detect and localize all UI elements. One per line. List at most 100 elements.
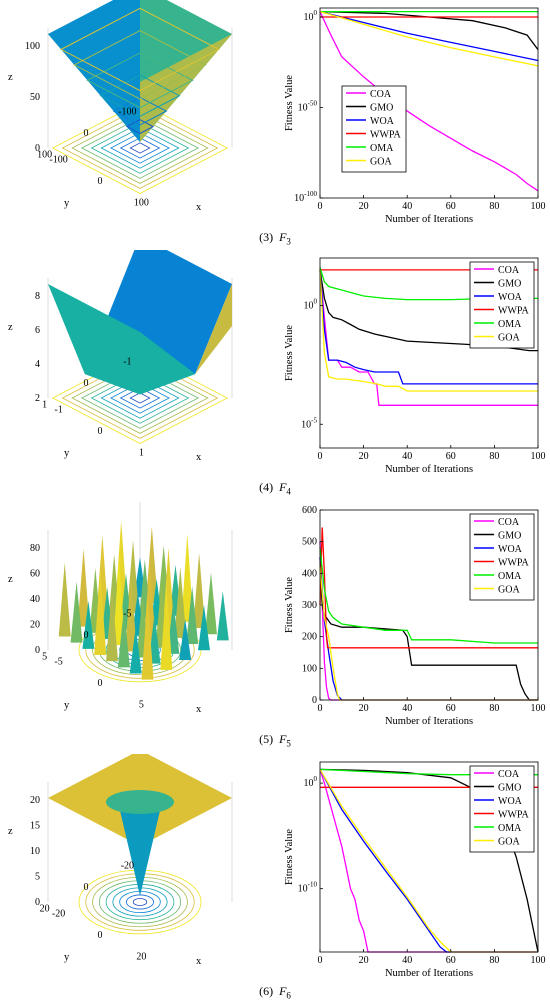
y-tick-label: -1 xyxy=(123,356,131,367)
y-tick-label: 0 xyxy=(84,378,89,389)
x-tick-label: 100 xyxy=(134,198,149,209)
legend-label: WWPA xyxy=(498,306,530,317)
z-tick-label: 100 xyxy=(25,41,40,52)
x-axis-label: x xyxy=(196,704,202,715)
panel-caption: (6) F6 xyxy=(259,984,291,1001)
x-tick-label: 80 xyxy=(489,201,499,212)
y-tick-label: 100 xyxy=(304,9,318,23)
contour-ring xyxy=(51,102,229,194)
surface-level xyxy=(99,74,181,117)
x-tick-label: 0 xyxy=(98,930,103,941)
contour-ring xyxy=(61,107,219,189)
x-tick-label: 80 xyxy=(489,955,499,966)
z-tick-label: 5 xyxy=(35,872,40,883)
y-tick-label: 400 xyxy=(302,568,317,579)
legend-label: GMO xyxy=(498,279,521,290)
surface-peak xyxy=(181,533,194,622)
surface-level xyxy=(86,52,194,109)
surface-peak xyxy=(167,599,180,654)
surface-face xyxy=(140,34,232,142)
contour-ring xyxy=(61,357,219,439)
panel-caption: (4) F4 xyxy=(259,480,291,497)
surface-peak xyxy=(141,596,154,680)
series-line-goa xyxy=(319,10,539,67)
x-tick-label: 1 xyxy=(139,448,144,459)
z-tick-label: 4 xyxy=(35,359,40,370)
x-tick-label: 40 xyxy=(402,703,412,714)
contour-ring xyxy=(51,352,229,444)
surface-mesh xyxy=(48,754,232,896)
z-tick-label: 10 xyxy=(30,846,40,857)
surface-peak xyxy=(179,619,192,661)
legend: COA GMO WOA WWPA OMA GOA xyxy=(469,261,535,349)
surface-face xyxy=(195,284,232,374)
x-tick-label: 20 xyxy=(359,201,369,212)
series-line-woa xyxy=(319,769,538,953)
z-axis-label: z xyxy=(8,322,13,333)
z-axis-label: z xyxy=(8,574,13,585)
surface-mesh xyxy=(48,250,232,395)
contour-ring xyxy=(71,112,209,184)
surface-peak xyxy=(174,566,187,638)
z-tick-label: 20 xyxy=(30,795,40,806)
y-tick-label: 10-50 xyxy=(298,100,318,114)
contour-ring xyxy=(126,894,154,910)
y-axis-label: Fitness Value xyxy=(284,577,295,633)
y-tick-label: 100 xyxy=(304,775,318,789)
z-tick-label: 0 xyxy=(35,897,40,908)
convergence-chart: 0 20 40 60 80 100 0 100 200 300 400 500 600 Number of… xyxy=(284,505,546,727)
axes-frame xyxy=(319,7,539,199)
series-line-goa xyxy=(319,269,538,392)
contour-ring xyxy=(100,127,180,169)
contour-ring xyxy=(119,387,161,409)
contour-ring xyxy=(100,377,180,419)
x-tick-label: 0 xyxy=(318,955,323,966)
y-tick-label: 5 xyxy=(42,652,47,663)
x-tick-label: 100 xyxy=(531,955,546,966)
x-axis-label: Number of Iterations xyxy=(385,214,473,225)
x-tick-label: 100 xyxy=(531,703,546,714)
legend-label: OMA xyxy=(370,143,394,154)
y-tick-label: -100 xyxy=(118,106,136,117)
y-axis-label: y xyxy=(64,448,70,459)
surface-mesh xyxy=(58,521,229,680)
panel-caption: (3) F3 xyxy=(259,230,291,247)
y-axis-label: y xyxy=(64,700,70,711)
y-tick-label: 100 xyxy=(37,150,52,161)
legend-label: GOA xyxy=(498,837,520,848)
axes-frame xyxy=(319,761,539,953)
panel-f3: 0 50 100 z 100 0 -100 y -100 0 100 x 0 20 40 60 80 100 10… xyxy=(0,0,550,250)
panel-caption: (5) F5 xyxy=(259,732,291,749)
y-tick-label: 20 xyxy=(40,904,50,915)
surface-face xyxy=(48,284,196,395)
x-tick-label: 20 xyxy=(136,952,146,963)
z-tick-label: 60 xyxy=(30,569,40,580)
x-tick-label: 60 xyxy=(446,955,456,966)
legend-box xyxy=(469,765,535,853)
y-axis-label: Fitness Value xyxy=(284,75,295,131)
surface-peak xyxy=(216,591,229,641)
x-tick-label: -5 xyxy=(54,656,62,667)
x-tick-label: -100 xyxy=(49,154,67,165)
contour-ring xyxy=(119,137,161,159)
legend-label: GOA xyxy=(498,585,520,596)
floor-contours xyxy=(51,352,229,444)
z-tick-label: 40 xyxy=(30,594,40,605)
series-line-coa xyxy=(319,769,538,953)
x-tick-label: 20 xyxy=(359,955,369,966)
legend-label: COA xyxy=(498,769,520,780)
y-tick-label: 100 xyxy=(304,298,318,312)
z-tick-label: 2 xyxy=(35,393,40,404)
y-tick-label: 10-5 xyxy=(301,416,317,430)
legend-label: WOA xyxy=(370,116,395,127)
series-line-coa xyxy=(319,11,539,192)
surface-peak xyxy=(186,586,199,645)
surface-peak xyxy=(124,575,137,652)
y-tick-exponent: -10 xyxy=(308,881,318,889)
contour-ring xyxy=(110,382,170,414)
series-line-oma xyxy=(319,547,538,644)
legend-box xyxy=(469,261,535,349)
x-tick-label: 80 xyxy=(489,451,499,462)
x-tick-label: 100 xyxy=(531,201,546,212)
y-tick-exponent: 0 xyxy=(314,9,318,17)
